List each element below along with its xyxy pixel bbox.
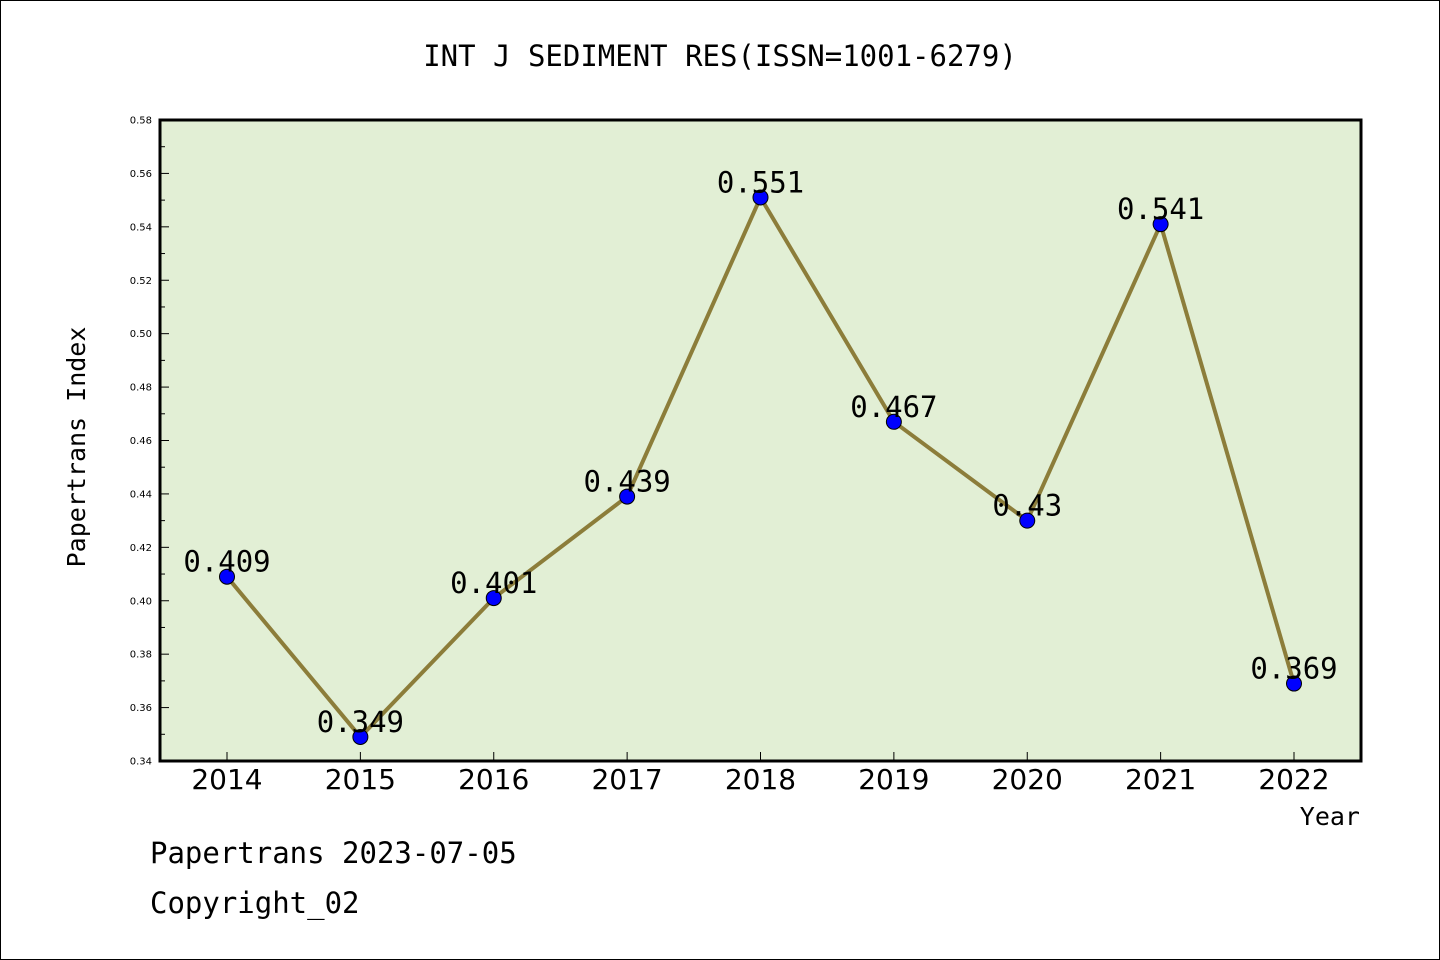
x-tick-label: 2017 (591, 763, 662, 796)
footer-copyright: Copyright_02 (150, 886, 360, 920)
y-tick-label: 0.58 (130, 116, 152, 127)
y-tick-label: 0.40 (130, 596, 152, 607)
x-tick-label: 2022 (1258, 763, 1329, 796)
data-point (885, 413, 902, 430)
x-axis: 2014 2015 2016 2017 2018 2019 2020 2021 2022 (191, 752, 1330, 796)
y-axis-label: Papertrans Index (62, 327, 91, 568)
y-tick-label: 0.52 (130, 276, 152, 287)
data-point (485, 590, 502, 607)
data-labels: 0.409 0.349 0.401 0.439 0.551 0.467 0.43 0.541 0… (183, 165, 1337, 739)
data-label: 0.551 (717, 165, 804, 199)
data-point (752, 189, 769, 206)
data-label: 0.541 (1117, 192, 1204, 226)
y-tick-label: 0.42 (130, 543, 152, 554)
data-point (219, 568, 235, 585)
x-tick-label: 2019 (858, 763, 929, 796)
data-label: 0.369 (1250, 652, 1337, 686)
data-markers (219, 189, 1302, 745)
data-point (1286, 675, 1302, 692)
y-tick-label: 0.54 (130, 222, 152, 233)
x-tick-label: 2020 (992, 763, 1063, 796)
y-axis: 0.34 0.36 0.38 0.40 0.42 0.44 0.46 0.48 0.50 0.52… (130, 116, 169, 768)
y-tick-label: 0.56 (130, 169, 152, 180)
x-tick-label: 2021 (1125, 763, 1196, 796)
data-point (1152, 216, 1169, 233)
x-axis-label: Year (1300, 802, 1360, 831)
footer-date: Papertrans 2023-07-05 (150, 836, 517, 870)
data-label: 0.467 (850, 390, 937, 424)
data-point (352, 728, 369, 745)
y-tick-label: 0.50 (130, 329, 152, 340)
data-point (1019, 512, 1036, 529)
x-tick-label: 2014 (191, 763, 262, 796)
y-tick-label: 0.44 (130, 489, 152, 500)
data-label: 0.401 (450, 566, 537, 600)
y-tick-label: 0.36 (130, 703, 152, 714)
y-tick-label: 0.38 (130, 650, 152, 661)
data-label: 0.439 (583, 465, 670, 499)
x-tick-label: 2016 (458, 763, 529, 796)
y-tick-label: 0.48 (130, 383, 152, 394)
data-label: 0.409 (183, 545, 270, 579)
chart-title: INT J SEDIMENT RES(ISSN=1001-6279) (423, 39, 1017, 73)
x-tick-label: 2018 (725, 763, 796, 796)
data-label: 0.349 (317, 705, 404, 739)
y-tick-label: 0.46 (130, 436, 152, 447)
data-label: 0.43 (992, 489, 1062, 523)
x-tick-label: 2015 (325, 763, 396, 796)
y-tick-label: 0.34 (130, 757, 152, 768)
data-point (619, 488, 636, 505)
